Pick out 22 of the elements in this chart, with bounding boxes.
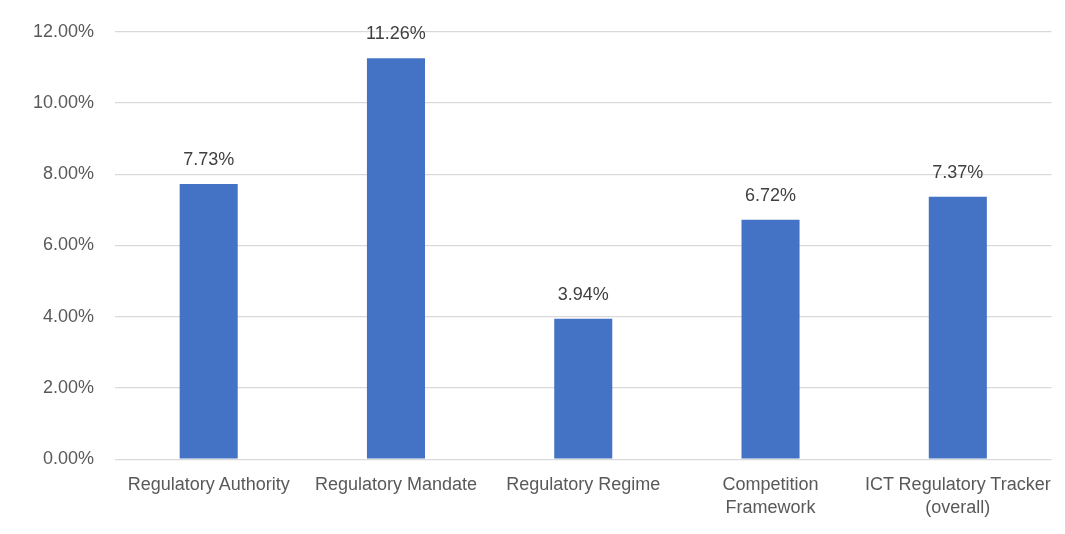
bar: [741, 219, 800, 459]
x-tick-label: Regulatory Authority: [127, 473, 290, 494]
x-tick-label: Regulatory Mandate: [314, 473, 478, 494]
bar: [366, 58, 425, 459]
y-tick-label: 2.00%: [43, 376, 95, 397]
data-label: 7.37%: [932, 161, 984, 182]
bar: [554, 318, 613, 459]
bar: [928, 196, 987, 459]
data-label: 7.73%: [183, 148, 235, 169]
y-tick-label: 12.00%: [32, 20, 95, 41]
x-tick-label: Regulatory Regime: [506, 473, 661, 494]
x-tick-label: Competition Framework: [722, 473, 819, 518]
y-tick-label: 6.00%: [43, 234, 95, 255]
bar: [179, 183, 238, 459]
y-tick-label: 8.00%: [43, 163, 95, 184]
y-tick-label: 4.00%: [43, 305, 95, 326]
y-tick-label: 10.00%: [32, 92, 95, 112]
data-label: 3.94%: [557, 283, 609, 304]
x-tick-label: ICT Regulatory Tracker (overall): [864, 473, 1051, 518]
data-label: 6.72%: [745, 184, 797, 205]
data-label: 11.26%: [366, 23, 426, 44]
y-tick-label: 0.00%: [43, 448, 95, 469]
